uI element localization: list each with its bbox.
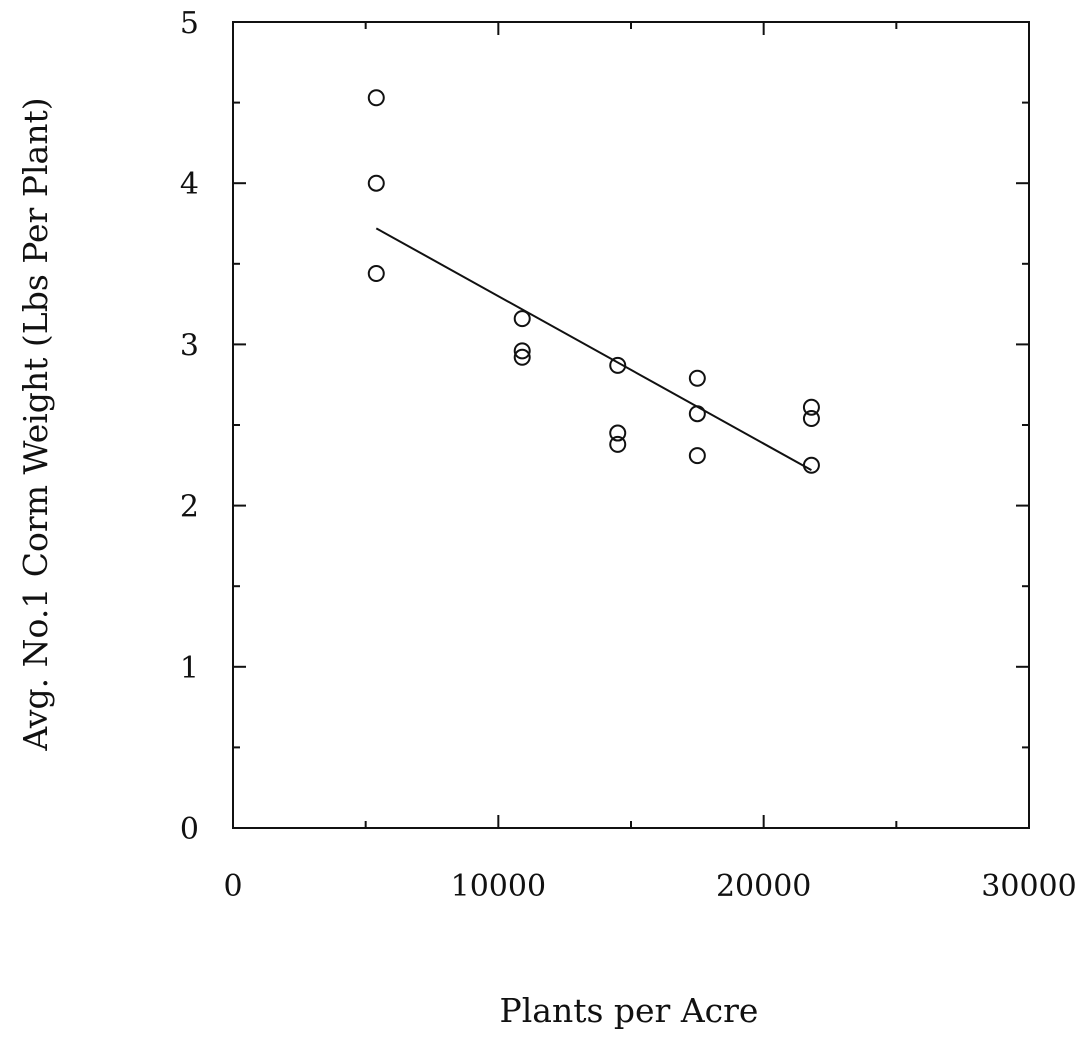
data-point bbox=[609, 356, 627, 374]
regression-line-layer bbox=[375, 227, 812, 472]
y-tick-label: 0 bbox=[180, 812, 199, 847]
data-point bbox=[688, 405, 706, 423]
y-tick-label: 3 bbox=[180, 328, 199, 363]
x-axis: 0 10000 20000 30000 bbox=[223, 22, 1077, 904]
data-point bbox=[609, 424, 627, 442]
data-point bbox=[609, 435, 627, 453]
regression-line bbox=[375, 227, 812, 472]
data-point bbox=[367, 264, 385, 282]
data-point bbox=[367, 89, 385, 107]
data-point bbox=[513, 348, 531, 366]
x-axis-title: Plants per Acre bbox=[500, 991, 759, 1030]
y-axis-title: Avg. No.1 Corm Weight (Lbs Per Plant) bbox=[16, 97, 55, 751]
plot-area bbox=[232, 21, 1030, 829]
data-point bbox=[802, 456, 820, 474]
y-tick-label: 5 bbox=[180, 6, 199, 41]
data-point bbox=[513, 310, 531, 328]
x-tick-label: 10000 bbox=[451, 869, 546, 904]
data-point bbox=[513, 342, 531, 360]
x-tick-label: 0 bbox=[223, 869, 242, 904]
data-point bbox=[802, 398, 820, 416]
data-point bbox=[688, 369, 706, 387]
data-point bbox=[802, 410, 820, 428]
y-tick-label: 2 bbox=[180, 490, 199, 525]
y-axis: 0 1 2 3 4 5 bbox=[180, 6, 1029, 847]
x-tick-label: 30000 bbox=[981, 869, 1076, 904]
data-point bbox=[367, 174, 385, 192]
data-point bbox=[688, 447, 706, 465]
y-tick-label: 4 bbox=[180, 167, 199, 202]
plot-frame bbox=[232, 21, 1030, 829]
x-tick-label: 20000 bbox=[716, 869, 811, 904]
y-tick-label: 1 bbox=[180, 651, 199, 686]
data-points-layer bbox=[367, 89, 820, 474]
